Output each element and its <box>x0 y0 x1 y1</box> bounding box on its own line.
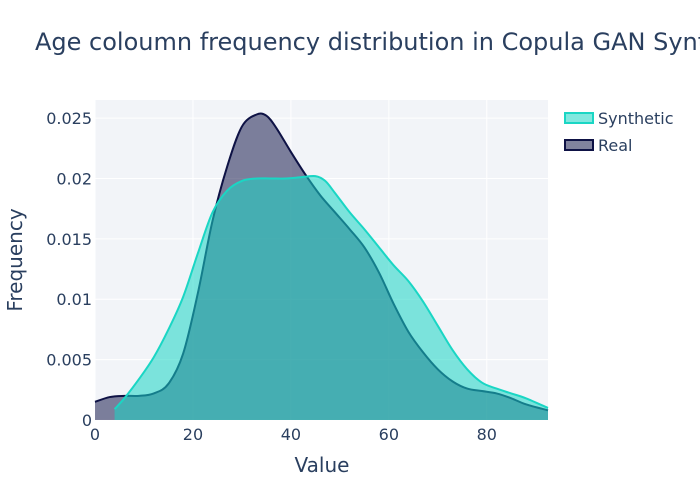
legend-item-synthetic[interactable]: Synthetic <box>564 109 674 128</box>
y-tick-label: 0.01 <box>56 290 92 309</box>
x-axis-title: Value <box>295 453 350 477</box>
x-tick-label: 20 <box>183 425 203 444</box>
x-tick-label: 0 <box>90 425 100 444</box>
y-tick-label: 0 <box>82 411 92 430</box>
legend-swatch <box>564 139 594 151</box>
legend-swatch <box>564 112 594 124</box>
y-tick-label: 0.015 <box>46 230 92 249</box>
synthetic-series-line <box>113 174 549 410</box>
y-tick-labels: 0 0.005 0.01 0.015 0.02 0.025 <box>46 109 92 430</box>
x-tick-label: 60 <box>379 425 399 444</box>
x-tick-label: 40 <box>281 425 301 444</box>
y-tick-label: 0.005 <box>46 351 92 370</box>
synthetic-series-area <box>114 175 549 420</box>
legend-item-real[interactable]: Real <box>564 136 633 155</box>
legend-label: Real <box>598 136 633 155</box>
legend-label: Synthetic <box>598 109 674 128</box>
y-axis-title: Frequency <box>3 208 27 311</box>
x-tick-labels: 0 20 40 60 80 <box>90 425 497 444</box>
series-areas <box>94 112 549 420</box>
chart-title: Age coloumn frequency distribution in Co… <box>35 28 700 56</box>
y-tick-label: 0.025 <box>46 109 92 128</box>
y-tick-label: 0.02 <box>56 169 92 188</box>
legend[interactable]: Synthetic Real <box>564 109 674 155</box>
x-tick-label: 80 <box>477 425 497 444</box>
